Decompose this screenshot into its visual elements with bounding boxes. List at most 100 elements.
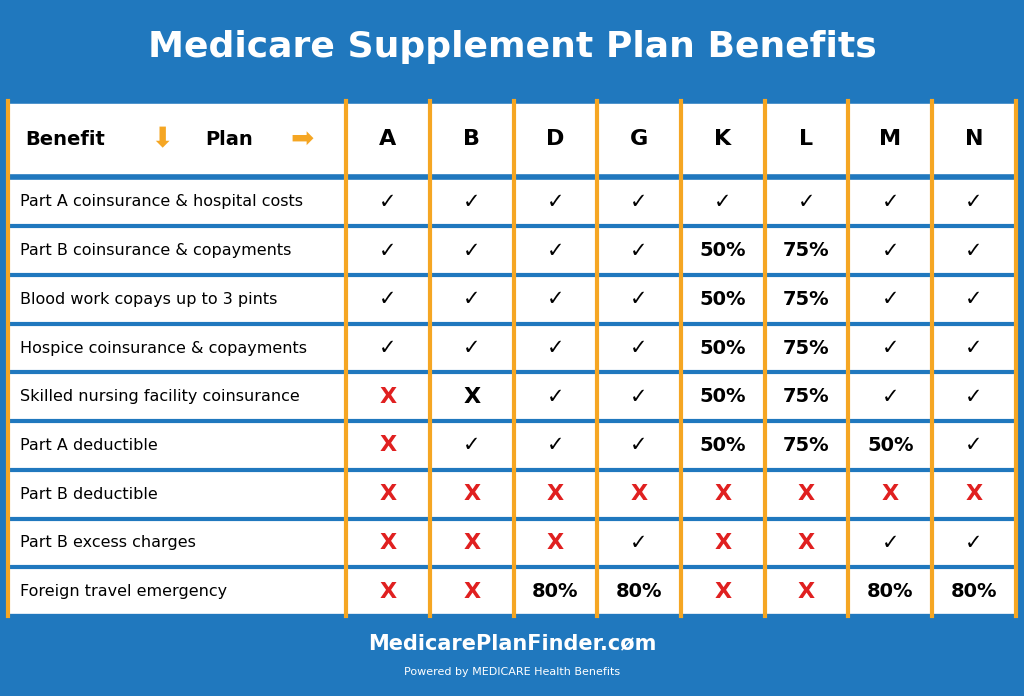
Text: ✓: ✓: [966, 290, 983, 309]
Text: X: X: [715, 582, 731, 601]
Text: X: X: [798, 533, 815, 553]
Text: 80%: 80%: [867, 582, 913, 601]
Text: ✓: ✓: [882, 290, 899, 309]
Text: MedicarePlanFinder.cøm: MedicarePlanFinder.cøm: [368, 634, 656, 654]
Text: ✓: ✓: [379, 192, 396, 212]
Text: ✓: ✓: [882, 387, 899, 406]
Text: 75%: 75%: [783, 290, 829, 309]
Text: ✓: ✓: [463, 241, 480, 260]
Text: ➡: ➡: [291, 125, 313, 153]
Bar: [8, 519, 1016, 567]
Text: 75%: 75%: [783, 387, 829, 406]
Bar: [8, 421, 1016, 470]
Text: ✓: ✓: [547, 338, 564, 358]
Text: Skilled nursing facility coinsurance: Skilled nursing facility coinsurance: [20, 389, 300, 404]
Text: Part A deductible: Part A deductible: [20, 438, 159, 453]
Bar: [8, 226, 1016, 275]
Text: X: X: [463, 387, 480, 406]
Text: ✓: ✓: [631, 436, 648, 455]
Text: ✓: ✓: [631, 533, 648, 553]
Text: X: X: [882, 484, 899, 504]
Text: X: X: [798, 582, 815, 601]
Text: 75%: 75%: [783, 241, 829, 260]
Text: X: X: [715, 484, 731, 504]
Bar: [8, 324, 1016, 372]
Text: Part A coinsurance & hospital costs: Part A coinsurance & hospital costs: [20, 194, 303, 209]
Text: Powered by MEDICARE Health Benefits: Powered by MEDICARE Health Benefits: [403, 667, 621, 677]
Text: ✓: ✓: [631, 192, 648, 212]
Text: X: X: [463, 582, 480, 601]
Text: X: X: [547, 533, 564, 553]
Text: M: M: [880, 129, 901, 149]
Bar: [8, 372, 1016, 421]
Text: ✓: ✓: [631, 338, 648, 358]
Text: Foreign travel emergency: Foreign travel emergency: [20, 584, 227, 599]
Text: 50%: 50%: [699, 387, 746, 406]
Text: X: X: [715, 533, 731, 553]
Text: 75%: 75%: [783, 338, 829, 358]
Text: ✓: ✓: [966, 338, 983, 358]
Text: ✓: ✓: [631, 387, 648, 406]
Text: ✓: ✓: [547, 241, 564, 260]
Text: D: D: [546, 129, 564, 149]
Text: 80%: 80%: [950, 582, 997, 601]
Text: ✓: ✓: [463, 290, 480, 309]
Bar: [8, 101, 1016, 177]
Text: Blood work copays up to 3 pints: Blood work copays up to 3 pints: [20, 292, 278, 307]
Text: 75%: 75%: [783, 436, 829, 455]
Text: X: X: [463, 484, 480, 504]
Text: ✓: ✓: [966, 436, 983, 455]
Text: X: X: [547, 484, 564, 504]
Text: ✓: ✓: [379, 241, 396, 260]
Text: X: X: [380, 533, 396, 553]
Text: 50%: 50%: [699, 241, 746, 260]
Text: ✓: ✓: [547, 436, 564, 455]
Text: L: L: [800, 129, 814, 149]
Text: Hospice coinsurance & copayments: Hospice coinsurance & copayments: [20, 340, 307, 356]
Text: N: N: [965, 129, 983, 149]
Text: X: X: [380, 484, 396, 504]
Text: 50%: 50%: [867, 436, 913, 455]
Text: Part B deductible: Part B deductible: [20, 487, 159, 502]
Bar: [8, 470, 1016, 519]
Text: 80%: 80%: [615, 582, 663, 601]
Text: ⬇: ⬇: [151, 125, 173, 153]
Text: ✓: ✓: [463, 338, 480, 358]
Text: ✓: ✓: [379, 338, 396, 358]
Text: X: X: [631, 484, 647, 504]
Text: K: K: [715, 129, 731, 149]
Text: X: X: [380, 582, 396, 601]
Text: ✓: ✓: [966, 533, 983, 553]
Text: X: X: [463, 533, 480, 553]
Text: 50%: 50%: [699, 290, 746, 309]
Bar: [8, 567, 1016, 616]
Text: ✓: ✓: [882, 338, 899, 358]
Text: X: X: [380, 387, 396, 406]
Bar: [8, 275, 1016, 324]
Text: ✓: ✓: [966, 387, 983, 406]
Text: 50%: 50%: [699, 338, 746, 358]
Text: Plan: Plan: [205, 129, 253, 149]
Text: X: X: [380, 436, 396, 455]
Text: ✓: ✓: [631, 241, 648, 260]
Text: 50%: 50%: [699, 436, 746, 455]
Text: ✓: ✓: [966, 192, 983, 212]
Text: ✓: ✓: [547, 290, 564, 309]
Text: ✓: ✓: [463, 192, 480, 212]
Text: ✓: ✓: [379, 290, 396, 309]
Text: Medicare Supplement Plan Benefits: Medicare Supplement Plan Benefits: [147, 30, 877, 64]
Bar: [8, 177, 1016, 226]
Text: G: G: [630, 129, 648, 149]
Text: B: B: [463, 129, 480, 149]
Text: ✓: ✓: [714, 192, 731, 212]
Text: A: A: [379, 129, 396, 149]
Text: ✓: ✓: [966, 241, 983, 260]
Text: ✓: ✓: [631, 290, 648, 309]
Text: Part B excess charges: Part B excess charges: [20, 535, 197, 551]
Text: Part B coinsurance & copayments: Part B coinsurance & copayments: [20, 243, 292, 258]
Text: X: X: [966, 484, 982, 504]
Text: ✓: ✓: [882, 241, 899, 260]
Text: ✓: ✓: [463, 436, 480, 455]
Text: Benefit: Benefit: [26, 129, 105, 149]
Text: ✓: ✓: [547, 387, 564, 406]
